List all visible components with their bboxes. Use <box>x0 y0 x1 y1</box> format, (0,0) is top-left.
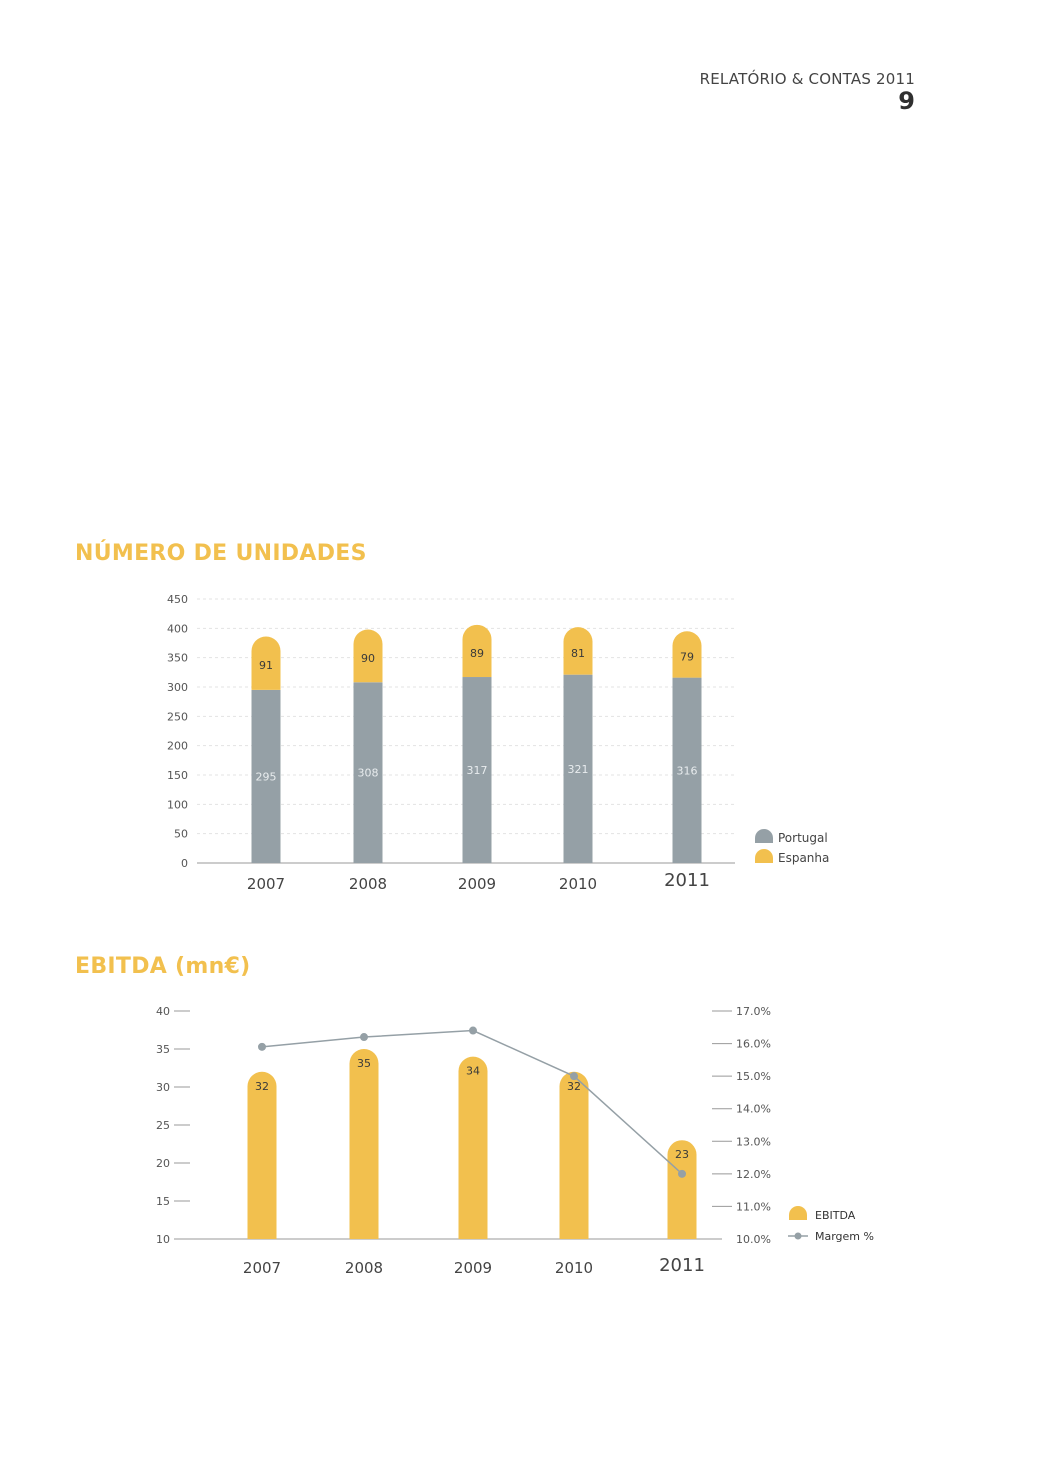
y-tick-label: 350 <box>167 652 188 665</box>
bar-ebitda <box>559 1071 589 1239</box>
bar-portugal <box>251 689 281 863</box>
y-tick-label: 250 <box>167 710 188 723</box>
y-right-tick-label: 10.0% <box>736 1233 771 1246</box>
x-tick-label: 2009 <box>458 875 496 893</box>
bar-espanha <box>251 636 281 690</box>
legend-margin-marker <box>794 1232 802 1240</box>
y-tick-label: 300 <box>167 681 188 694</box>
y-tick-label: 100 <box>167 798 188 811</box>
y-left-tick-label: 10 <box>156 1233 170 1246</box>
data-label-portugal: 317 <box>467 764 488 777</box>
data-label-portugal: 295 <box>256 770 277 783</box>
bar-espanha <box>672 631 702 678</box>
data-label-ebitda: 23 <box>675 1148 689 1161</box>
x-tick-label: 2007 <box>247 875 285 893</box>
y-right-tick-label: 17.0% <box>736 1005 771 1018</box>
data-label-ebitda: 34 <box>466 1065 480 1078</box>
data-label-espanha: 79 <box>680 650 694 663</box>
y-right-tick-label: 16.0% <box>736 1038 771 1051</box>
bar-portugal <box>462 677 492 863</box>
y-left-tick-label: 35 <box>156 1043 170 1056</box>
y-left-tick-label: 15 <box>156 1195 170 1208</box>
data-label-portugal: 308 <box>358 767 379 780</box>
y-left-tick-label: 30 <box>156 1081 170 1094</box>
legend-portugal-label: Portugal <box>778 831 828 845</box>
data-label-ebitda: 32 <box>567 1080 581 1093</box>
x-tick-label: 2008 <box>345 1259 383 1277</box>
bar-ebitda <box>247 1071 277 1239</box>
data-label-espanha: 91 <box>259 659 273 672</box>
margin-point <box>678 1169 686 1178</box>
bar-espanha <box>563 627 593 675</box>
x-tick-label: 2008 <box>349 875 387 893</box>
y-tick-label: 450 <box>167 593 188 606</box>
data-label-portugal: 321 <box>568 763 589 776</box>
legend-margin-label: Margem % <box>815 1230 874 1243</box>
units-chart: 0 50 100 150 200 250 300 350 400 450 295 91 2007 308 9… <box>167 593 829 893</box>
y-tick-label: 150 <box>167 769 188 782</box>
margin-point <box>570 1072 578 1081</box>
margin-point <box>360 1033 368 1042</box>
page-number: 9 <box>898 87 915 115</box>
y-right-tick-label: 15.0% <box>736 1070 771 1083</box>
ebitda-chart-title: EBITDA (mn€) <box>75 954 251 979</box>
x-tick-label: 2011 <box>659 1255 705 1276</box>
legend-espanha-swatch <box>755 849 773 863</box>
y-right-tick-label: 13.0% <box>736 1135 771 1148</box>
ebitda-chart: 10 15 20 25 30 35 40 10.0% 11.0% 12.0% 13.0% 14.0% 1… <box>156 1005 874 1277</box>
bar-ebitda <box>349 1049 379 1239</box>
y-left-tick-label: 20 <box>156 1157 170 1170</box>
y-right-tick-label: 12.0% <box>736 1168 771 1181</box>
bar-ebitda <box>667 1140 697 1239</box>
bar-portugal <box>563 674 593 863</box>
margin-point <box>469 1026 477 1035</box>
margin-point <box>258 1042 266 1051</box>
bar-ebitda <box>458 1056 488 1239</box>
units-chart-title: NÚMERO DE UNIDADES <box>75 541 367 566</box>
y-right-tick-label: 14.0% <box>736 1103 771 1116</box>
legend-ebitda-label: EBITDA <box>815 1209 856 1222</box>
y-right-tick-label: 11.0% <box>736 1200 771 1213</box>
y-tick-label: 0 <box>181 857 188 870</box>
x-tick-label: 2007 <box>243 1259 281 1277</box>
report-title: RELATÓRIO & CONTAS 2011 <box>699 70 915 88</box>
y-tick-label: 400 <box>167 622 188 635</box>
x-tick-label: 2011 <box>664 870 710 891</box>
page-header: RELATÓRIO & CONTAS 2011 9 <box>700 70 915 114</box>
y-left-tick-label: 40 <box>156 1005 170 1018</box>
bar-espanha <box>353 629 383 683</box>
data-label-ebitda: 32 <box>255 1080 269 1093</box>
data-label-espanha: 81 <box>571 647 585 660</box>
legend-ebitda-swatch <box>789 1206 807 1220</box>
legend-portugal-swatch <box>755 829 773 843</box>
x-tick-label: 2009 <box>454 1259 492 1277</box>
x-tick-label: 2010 <box>559 875 597 893</box>
y-tick-label: 50 <box>174 828 188 841</box>
data-label-espanha: 89 <box>470 647 484 660</box>
x-tick-label: 2010 <box>555 1259 593 1277</box>
data-label-portugal: 316 <box>677 764 698 777</box>
bar-portugal <box>353 682 383 863</box>
legend-espanha-label: Espanha <box>778 851 829 865</box>
y-tick-label: 200 <box>167 740 188 753</box>
data-label-espanha: 90 <box>361 652 375 665</box>
bar-portugal <box>672 677 702 863</box>
y-left-tick-label: 25 <box>156 1119 170 1132</box>
bar-espanha <box>462 624 492 678</box>
data-label-ebitda: 35 <box>357 1057 371 1070</box>
